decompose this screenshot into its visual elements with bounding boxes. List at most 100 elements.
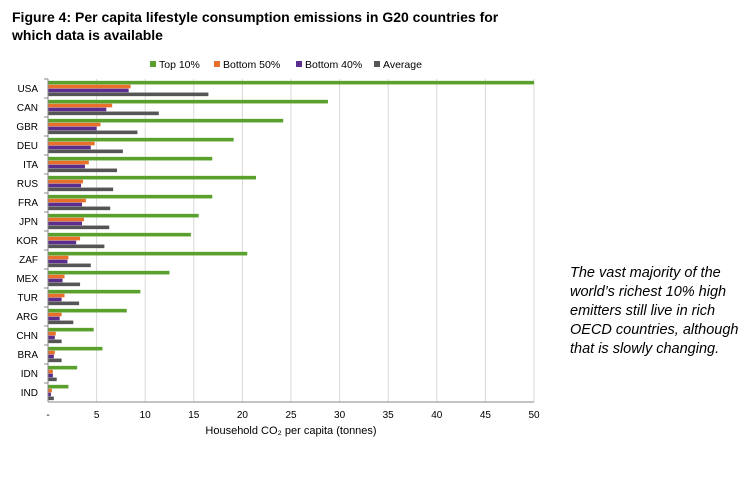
bar: [48, 156, 213, 161]
bar: [48, 183, 82, 188]
bar: [48, 92, 209, 97]
bar: [48, 107, 107, 112]
x-axis-title: Household CO₂ per capita (tonnes): [205, 425, 376, 437]
bar: [48, 225, 110, 230]
bar: [48, 297, 62, 302]
x-tick-label: 40: [431, 410, 443, 421]
bar: [48, 103, 113, 108]
bar: [48, 331, 56, 336]
bar: [48, 137, 234, 142]
bar: [48, 358, 62, 363]
bar: [48, 255, 69, 260]
category-label: ZAF: [19, 255, 38, 266]
category-label: IND: [21, 388, 38, 399]
bar: [48, 293, 65, 298]
bar: [48, 384, 69, 389]
bar: [48, 175, 257, 180]
bar: [48, 278, 63, 283]
bar: [48, 251, 248, 256]
bar: [48, 213, 199, 218]
bar: [48, 118, 284, 123]
category-label: FRA: [18, 198, 38, 209]
category-label: ARG: [16, 312, 38, 323]
x-tick-label: 35: [383, 410, 395, 421]
bar: [48, 320, 74, 325]
x-tick-label: -: [46, 410, 49, 421]
legend-label: Top 10%: [159, 59, 200, 71]
bar: [48, 369, 53, 374]
legend-label: Bottom 50%: [223, 59, 280, 71]
bar: [48, 122, 101, 127]
bar: [48, 145, 91, 150]
bar: [48, 206, 111, 211]
bar: [48, 221, 83, 226]
bar: [48, 289, 141, 294]
bar: [48, 126, 97, 131]
grid-lines: [96, 79, 535, 402]
bar: [48, 88, 129, 93]
bar: [48, 308, 127, 313]
category-label: RUS: [17, 179, 38, 190]
bar: [48, 198, 86, 203]
x-tick-label: 30: [334, 410, 346, 421]
bar: [48, 339, 62, 344]
bar: [48, 236, 81, 241]
bars: [48, 80, 534, 401]
bar: [48, 111, 159, 116]
bar: [48, 194, 213, 199]
bar: [48, 99, 328, 104]
bar: [48, 335, 55, 340]
legend-swatch: [296, 61, 302, 67]
bar: [48, 168, 118, 173]
x-tick-label: 5: [94, 410, 100, 421]
category-label: JPN: [19, 217, 38, 228]
bar: [48, 365, 78, 370]
legend: Top 10% Bottom 50% Bottom 40% Average: [150, 59, 422, 71]
bar: [48, 130, 138, 135]
legend-label: Bottom 40%: [305, 59, 362, 71]
bar: [48, 346, 103, 351]
category-label: MEX: [16, 274, 38, 285]
bar: [48, 240, 77, 245]
bar: [48, 217, 84, 222]
bar: [48, 312, 62, 317]
legend-label: Average: [383, 59, 422, 71]
bar: [48, 259, 68, 264]
category-label: KOR: [16, 236, 38, 247]
bar: [48, 350, 55, 355]
category-label: CAN: [17, 103, 38, 114]
legend-swatch: [150, 61, 156, 67]
x-tick-label: 50: [528, 410, 540, 421]
legend-swatch: [374, 61, 380, 67]
bar: [48, 179, 83, 184]
bar: [48, 80, 534, 85]
bar: [48, 377, 57, 382]
bar: [48, 202, 83, 207]
bar: [48, 141, 95, 146]
x-tick-label: 25: [285, 410, 297, 421]
bar: [48, 160, 89, 165]
category-label: TUR: [17, 293, 38, 304]
bar: [48, 274, 65, 279]
category-label: DEU: [17, 141, 38, 152]
x-tick-label: 20: [237, 410, 249, 421]
x-tick-label: 10: [140, 410, 152, 421]
category-label: ITA: [23, 160, 38, 171]
category-label: USA: [17, 84, 38, 95]
category-label: CHN: [16, 331, 38, 342]
category-label: IDN: [21, 369, 38, 380]
bar: [48, 263, 91, 268]
figure-title: Figure 4: Per capita lifestyle consumpti…: [12, 9, 499, 43]
category-label: BRA: [17, 350, 38, 361]
bar: [48, 187, 114, 192]
legend-swatch: [214, 61, 220, 67]
bar: [48, 149, 123, 154]
bar: [48, 396, 54, 401]
bar: [48, 244, 105, 249]
axes: [44, 78, 534, 403]
bar: [48, 392, 51, 397]
bar: [48, 164, 85, 169]
bar: [48, 327, 94, 332]
bar: [48, 388, 52, 393]
